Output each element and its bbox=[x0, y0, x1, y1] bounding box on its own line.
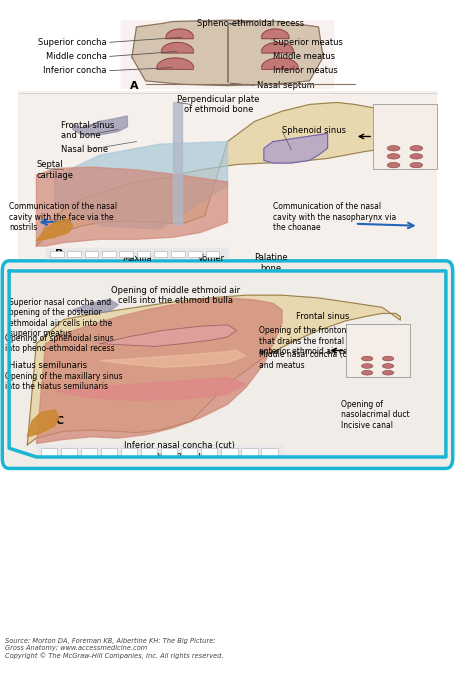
Text: Opening of
nasolacrimal duct: Opening of nasolacrimal duct bbox=[341, 400, 410, 419]
Polygon shape bbox=[55, 377, 246, 400]
Text: Middle nasal concha (cut)
and meatus: Middle nasal concha (cut) and meatus bbox=[259, 350, 358, 369]
Bar bbox=[50, 251, 64, 257]
Text: Middle meatus: Middle meatus bbox=[273, 52, 335, 61]
Text: Hiatus semilunaris: Hiatus semilunaris bbox=[9, 361, 87, 370]
Bar bbox=[171, 251, 185, 257]
Bar bbox=[81, 448, 97, 456]
Ellipse shape bbox=[361, 371, 373, 375]
Text: Superior meatus: Superior meatus bbox=[273, 38, 343, 47]
Polygon shape bbox=[132, 20, 323, 86]
Bar bbox=[201, 448, 217, 456]
Polygon shape bbox=[262, 42, 293, 53]
Text: C: C bbox=[55, 417, 63, 426]
Polygon shape bbox=[262, 58, 298, 69]
Text: Inferior concha: Inferior concha bbox=[43, 66, 107, 75]
Text: Communication of the nasal
cavity with the face via the
nostrils: Communication of the nasal cavity with t… bbox=[9, 202, 117, 232]
Text: Palatine
bone: Palatine bone bbox=[254, 253, 288, 272]
Text: Inferior nasal concha (cut)
and meatus: Inferior nasal concha (cut) and meatus bbox=[124, 441, 235, 460]
Polygon shape bbox=[100, 350, 246, 367]
Text: Sphenoid sinus: Sphenoid sinus bbox=[282, 126, 346, 135]
Polygon shape bbox=[36, 445, 282, 456]
Polygon shape bbox=[27, 410, 59, 437]
Text: Maxilla: Maxilla bbox=[121, 254, 152, 264]
Bar bbox=[61, 448, 77, 456]
Polygon shape bbox=[166, 29, 193, 38]
Bar bbox=[119, 251, 133, 257]
Bar bbox=[161, 448, 177, 456]
Text: Source: Morton DA, Foreman KB, Albertine KH: The Big Picture:
Gross Anatomy; www: Source: Morton DA, Foreman KB, Albertine… bbox=[5, 638, 223, 659]
Text: Vomer: Vomer bbox=[198, 254, 225, 264]
Text: Perpendicular plate
of ethmoid bone: Perpendicular plate of ethmoid bone bbox=[177, 95, 260, 114]
FancyBboxPatch shape bbox=[2, 261, 453, 468]
Bar bbox=[188, 251, 202, 257]
Ellipse shape bbox=[410, 162, 423, 168]
Polygon shape bbox=[264, 133, 328, 163]
Text: Opening of middle ethmoid air
cells into the ethmoid bulla: Opening of middle ethmoid air cells into… bbox=[111, 286, 240, 305]
Text: Inferior meatus: Inferior meatus bbox=[273, 66, 338, 75]
Polygon shape bbox=[46, 248, 228, 258]
Polygon shape bbox=[157, 58, 193, 69]
Text: Opening of the frontonasal duct
that drains the frontal sinus and
anterior ethmo: Opening of the frontonasal duct that dra… bbox=[259, 326, 384, 356]
Text: Septal
cartilage: Septal cartilage bbox=[36, 160, 73, 179]
Text: Incisive canal: Incisive canal bbox=[341, 421, 393, 431]
Text: Spheno-ethmoidal recess: Spheno-ethmoidal recess bbox=[197, 19, 304, 28]
Bar bbox=[261, 448, 278, 456]
Text: Nasal bone: Nasal bone bbox=[61, 145, 109, 154]
Text: Superior concha: Superior concha bbox=[38, 38, 107, 47]
Ellipse shape bbox=[387, 162, 400, 168]
Polygon shape bbox=[36, 298, 282, 443]
Ellipse shape bbox=[410, 146, 423, 151]
Polygon shape bbox=[73, 299, 118, 314]
Bar bbox=[141, 448, 157, 456]
Bar bbox=[67, 251, 81, 257]
Polygon shape bbox=[36, 102, 400, 246]
Bar bbox=[206, 251, 219, 257]
Text: Middle concha: Middle concha bbox=[46, 52, 107, 61]
FancyBboxPatch shape bbox=[121, 20, 334, 89]
Polygon shape bbox=[262, 29, 289, 38]
Bar bbox=[221, 448, 238, 456]
Bar bbox=[136, 251, 150, 257]
Text: Nasal septum: Nasal septum bbox=[257, 81, 315, 90]
Text: B: B bbox=[55, 249, 63, 259]
Bar bbox=[121, 448, 137, 456]
Ellipse shape bbox=[361, 356, 373, 361]
Polygon shape bbox=[36, 219, 73, 241]
Bar bbox=[101, 448, 117, 456]
Ellipse shape bbox=[361, 364, 373, 368]
Polygon shape bbox=[173, 102, 182, 224]
Text: Frontal sinus: Frontal sinus bbox=[296, 312, 349, 321]
Ellipse shape bbox=[383, 371, 394, 375]
Polygon shape bbox=[55, 142, 228, 229]
Bar bbox=[154, 251, 167, 257]
Text: A: A bbox=[130, 81, 138, 90]
Bar bbox=[181, 448, 197, 456]
Bar bbox=[241, 448, 258, 456]
Bar bbox=[102, 251, 116, 257]
Ellipse shape bbox=[383, 364, 394, 368]
Text: Frontal sinus
and bone: Frontal sinus and bone bbox=[61, 121, 115, 140]
Bar bbox=[346, 324, 410, 377]
Ellipse shape bbox=[383, 356, 394, 361]
Bar bbox=[41, 448, 57, 456]
Text: Sella turcica: Sella turcica bbox=[373, 144, 425, 153]
Ellipse shape bbox=[387, 146, 400, 151]
Text: Opening of the maxillary sinus
into the hiatus semilunaris: Opening of the maxillary sinus into the … bbox=[5, 372, 122, 391]
Polygon shape bbox=[100, 325, 237, 346]
Bar bbox=[373, 104, 437, 168]
Text: Opening of sphenoidal sinus
into pheno-ethmoidal recess: Opening of sphenoidal sinus into pheno-e… bbox=[5, 334, 114, 353]
Polygon shape bbox=[36, 167, 228, 246]
Polygon shape bbox=[27, 295, 400, 445]
Text: Superior nasal concha and
opening of the posterior
ethmoidal air cells into the
: Superior nasal concha and opening of the… bbox=[9, 298, 112, 338]
Ellipse shape bbox=[387, 154, 400, 159]
Bar bbox=[18, 91, 437, 259]
Text: Communication of the nasal
cavity with the nasopharynx via
the choanae: Communication of the nasal cavity with t… bbox=[273, 202, 396, 232]
Ellipse shape bbox=[410, 154, 423, 159]
Polygon shape bbox=[162, 42, 193, 53]
Bar bbox=[85, 251, 98, 257]
Polygon shape bbox=[73, 116, 127, 135]
